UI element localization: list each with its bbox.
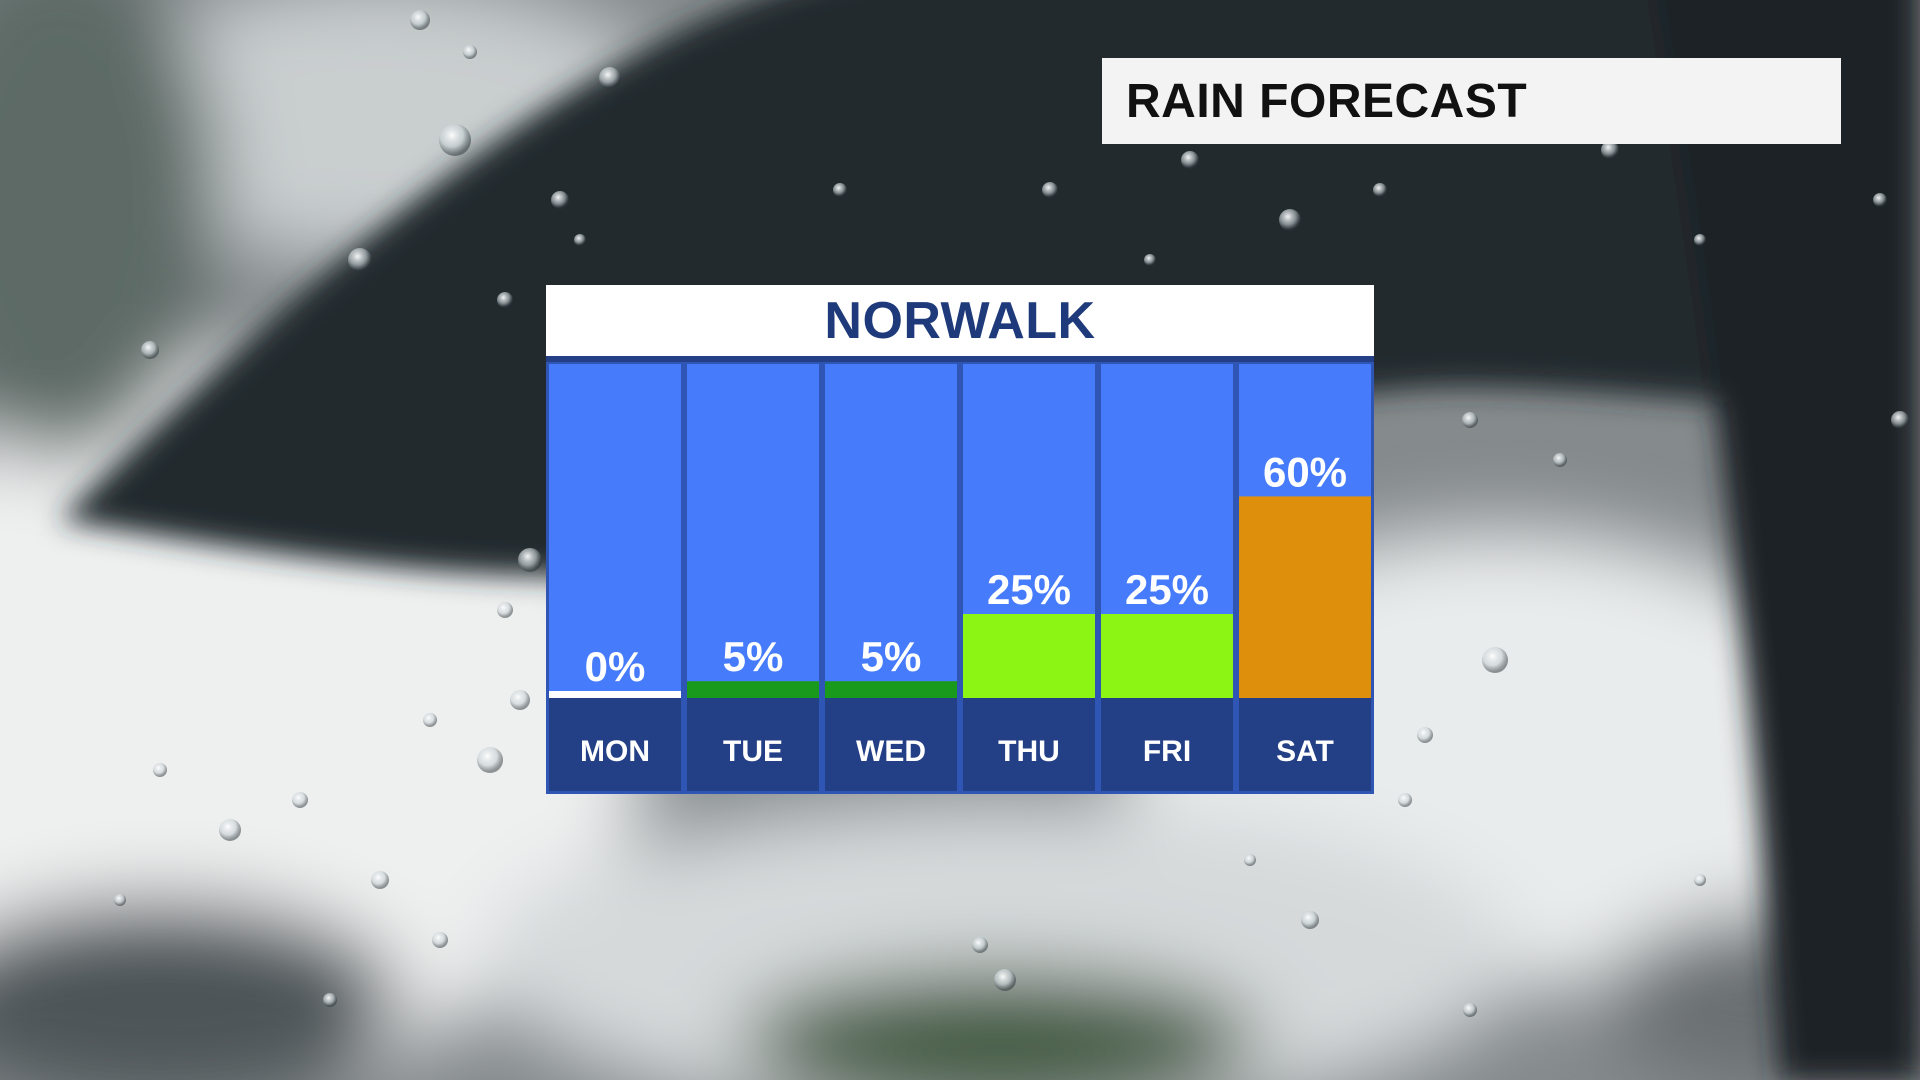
forecast-title: RAIN FORECAST bbox=[1126, 74, 1528, 128]
day-label-mon: MON bbox=[580, 735, 650, 768]
day-label-tue: TUE bbox=[723, 735, 783, 768]
value-label-thu: 25% bbox=[987, 566, 1071, 613]
column-tue bbox=[687, 364, 819, 698]
bar-mon bbox=[549, 691, 681, 698]
day-label-wed: WED bbox=[856, 735, 926, 768]
chart-frame bbox=[546, 362, 1374, 794]
value-label-sat: 60% bbox=[1263, 448, 1347, 495]
bar-wed bbox=[825, 681, 957, 698]
day-label-fri: FRI bbox=[1143, 735, 1191, 768]
day-box-wed bbox=[825, 698, 957, 791]
value-label-fri: 25% bbox=[1125, 566, 1209, 613]
value-label-mon: 0% bbox=[585, 643, 646, 690]
day-box-thu bbox=[963, 698, 1095, 791]
day-label-thu: THU bbox=[998, 735, 1060, 768]
rain-chance-chart: 0% MON 5% TUE 5% WED 25% THU 25% FRI 60% SAT bbox=[546, 362, 1374, 794]
value-label-wed: 5% bbox=[861, 633, 922, 680]
day-label-sat: SAT bbox=[1276, 735, 1334, 768]
bar-thu bbox=[963, 614, 1095, 698]
day-box-fri bbox=[1101, 698, 1233, 791]
day-box-tue bbox=[687, 698, 819, 791]
bar-tue bbox=[687, 681, 819, 698]
forecast-panel: NORWALK 0% MON 5% TUE 5% WED 25% THU 25% FRI 60% SA… bbox=[546, 285, 1374, 794]
title-divider bbox=[546, 356, 1374, 362]
bar-fri bbox=[1101, 614, 1233, 698]
bar-sat bbox=[1239, 496, 1371, 698]
forecast-header: RAIN FORECAST bbox=[1102, 58, 1841, 144]
day-box-mon bbox=[549, 698, 681, 791]
column-mon bbox=[549, 364, 681, 698]
day-box-sat bbox=[1239, 698, 1371, 791]
location-title: NORWALK bbox=[824, 291, 1096, 350]
value-label-tue: 5% bbox=[723, 633, 784, 680]
column-wed bbox=[825, 364, 957, 698]
location-title-box: NORWALK bbox=[546, 285, 1374, 356]
